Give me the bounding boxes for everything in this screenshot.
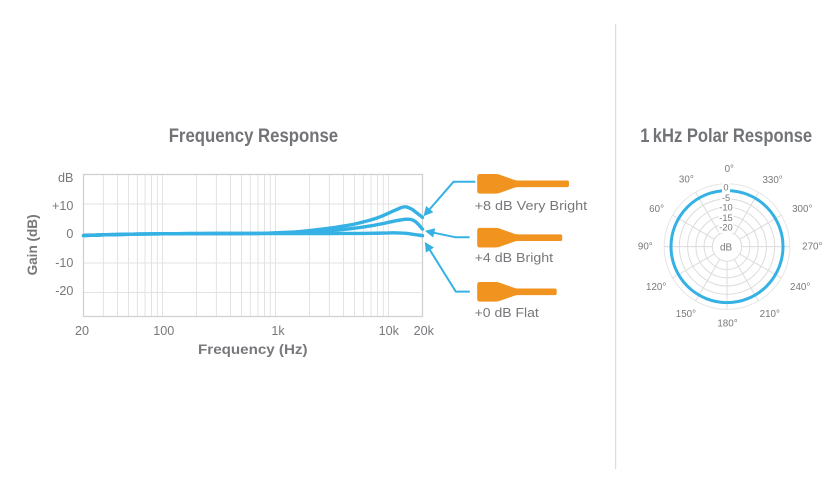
svg-text:30°: 30° — [679, 175, 694, 186]
svg-text:90°: 90° — [638, 242, 653, 253]
svg-text:120°: 120° — [646, 282, 666, 293]
svg-text:20: 20 — [75, 324, 89, 338]
svg-text:+0 dB Flat: +0 dB Flat — [475, 306, 540, 320]
svg-text:+8 dB Very Bright: +8 dB Very Bright — [475, 199, 588, 213]
svg-text:180°: 180° — [717, 319, 737, 330]
svg-text:150°: 150° — [676, 309, 696, 320]
svg-text:-10: -10 — [719, 203, 732, 213]
svg-text:330°: 330° — [762, 175, 782, 186]
svg-text:-20: -20 — [719, 223, 732, 233]
svg-text:+10: +10 — [52, 199, 73, 213]
svg-text:0: 0 — [66, 227, 73, 241]
svg-text:0°: 0° — [725, 164, 734, 175]
svg-text:270°: 270° — [802, 242, 822, 253]
svg-text:dB: dB — [720, 243, 732, 254]
svg-text:300°: 300° — [792, 204, 812, 215]
svg-text:0: 0 — [723, 183, 728, 193]
svg-text:1k: 1k — [271, 324, 285, 338]
svg-text:-5: -5 — [722, 193, 730, 203]
svg-text:240°: 240° — [790, 282, 810, 293]
svg-text:20k: 20k — [414, 324, 435, 338]
svg-text:-10: -10 — [55, 256, 73, 270]
svg-text:dB: dB — [58, 171, 73, 185]
svg-text:-20: -20 — [55, 284, 73, 298]
svg-text:Gain (dB): Gain (dB) — [25, 214, 40, 275]
svg-text:1 kHz Polar Response: 1 kHz Polar Response — [640, 126, 812, 147]
svg-text:+4 dB Bright: +4 dB Bright — [475, 251, 554, 265]
svg-text:60°: 60° — [649, 204, 664, 215]
svg-text:100: 100 — [153, 324, 174, 338]
svg-text:10k: 10k — [379, 324, 400, 338]
svg-text:210°: 210° — [760, 309, 780, 320]
svg-text:Frequency Response: Frequency Response — [169, 126, 338, 147]
svg-text:Frequency (Hz): Frequency (Hz) — [198, 342, 308, 357]
svg-text:-15: -15 — [719, 213, 732, 223]
